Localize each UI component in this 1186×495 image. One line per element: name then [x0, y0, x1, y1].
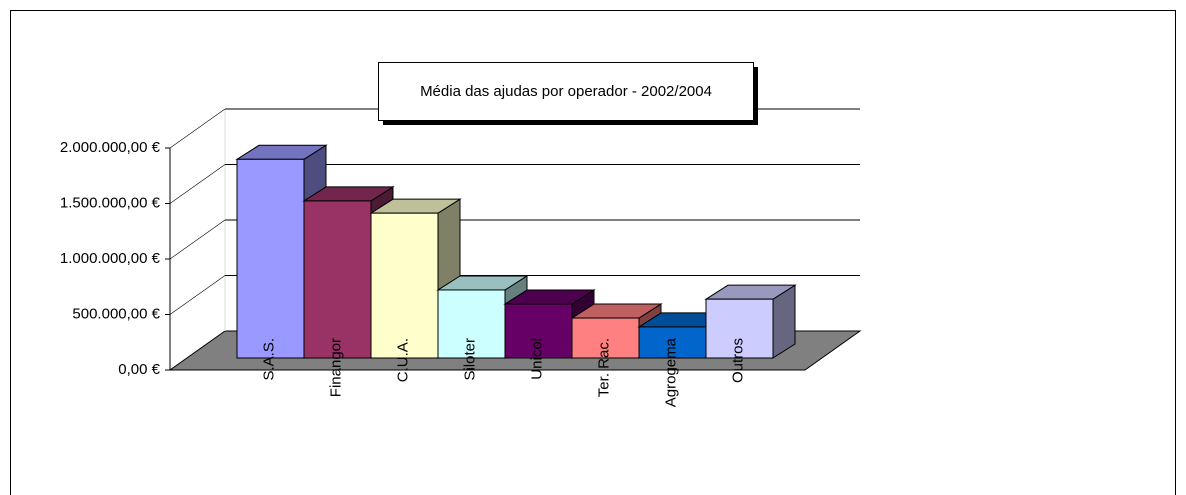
y-tick-label: 2.000.000,00 €	[60, 139, 161, 156]
x-tick-label: Finangor	[327, 338, 344, 397]
bar	[437, 289, 506, 359]
x-tick-label: Outros	[729, 338, 746, 383]
y-tick-label: 1.000.000,00 €	[60, 250, 161, 267]
bar	[638, 326, 707, 359]
y-tick-label: 500.000,00 €	[72, 305, 160, 322]
bar	[504, 303, 573, 359]
bar	[370, 212, 439, 359]
side-grid-line	[169, 164, 226, 204]
bar	[571, 317, 640, 359]
x-tick-label: Unicol	[528, 338, 545, 380]
side-grid-line	[169, 275, 226, 315]
y-tick-label: 0,00 €	[118, 361, 160, 378]
side-grid-line	[169, 108, 226, 149]
plot-area: 0,00 € 500.000,00 € 1.000.000,00 € 1.500.00…	[60, 108, 862, 407]
x-tick-label: Siloter	[461, 338, 478, 381]
x-tick-label: Agrogema	[662, 337, 679, 407]
title-box	[378, 62, 754, 121]
side-grid-line	[169, 219, 226, 260]
x-tick-label: S.A.S.	[260, 338, 277, 381]
bar	[705, 298, 774, 359]
y-tick-label: 1.500.000,00 €	[60, 194, 161, 211]
chart-title: Média das ajudas por operador - 2002/200…	[420, 83, 712, 100]
x-tick-label: Ter. Rac.	[595, 338, 612, 397]
x-tick-label: C.U.A.	[394, 338, 411, 382]
bar	[236, 158, 305, 359]
bar	[303, 200, 372, 359]
